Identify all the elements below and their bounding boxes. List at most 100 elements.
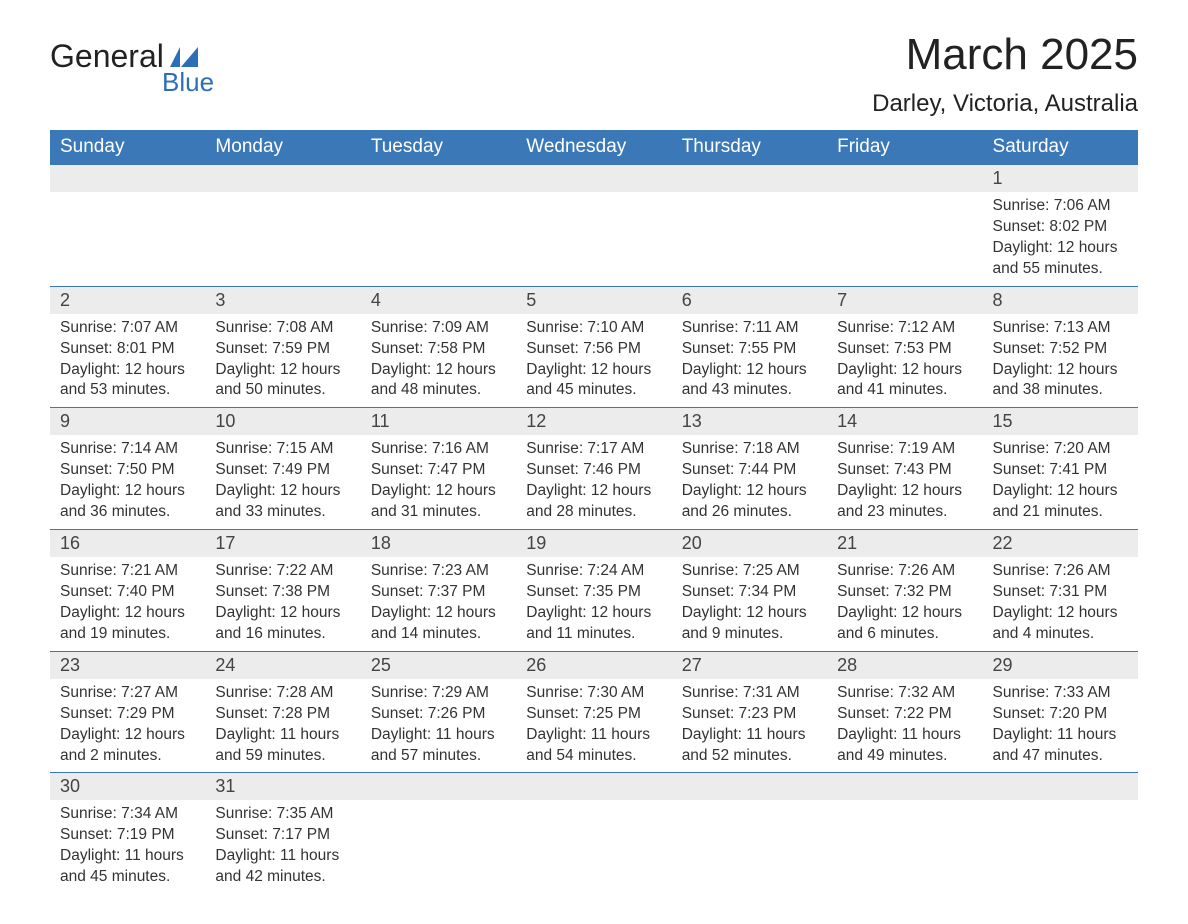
daylight-text: Daylight: 12 hours <box>993 238 1128 259</box>
sunrise-text: Sunrise: 7:30 AM <box>526 683 661 704</box>
day-number-cell: 23 <box>50 651 205 679</box>
calendar-body: 1Sunrise: 7:06 AMSunset: 8:02 PMDaylight… <box>50 165 1138 895</box>
sunset-text: Sunset: 7:55 PM <box>682 339 817 360</box>
day-detail-cell: Sunrise: 7:26 AMSunset: 7:31 PMDaylight:… <box>983 557 1138 651</box>
day-detail-cell: Sunrise: 7:22 AMSunset: 7:38 PMDaylight:… <box>205 557 360 651</box>
daylight-text: Daylight: 12 hours <box>526 360 661 381</box>
day-number-cell <box>361 165 516 193</box>
day-number-cell: 31 <box>205 773 360 801</box>
daylight-text: and 52 minutes. <box>682 746 817 767</box>
daylight-text: and 16 minutes. <box>215 624 350 645</box>
day-number-cell <box>516 165 671 193</box>
daylight-text: Daylight: 12 hours <box>993 603 1128 624</box>
sunset-text: Sunset: 7:29 PM <box>60 704 195 725</box>
daylight-text: Daylight: 12 hours <box>60 725 195 746</box>
day-detail-cell: Sunrise: 7:18 AMSunset: 7:44 PMDaylight:… <box>672 435 827 529</box>
day-detail-cell: Sunrise: 7:34 AMSunset: 7:19 PMDaylight:… <box>50 800 205 894</box>
day-detail-cell <box>205 192 360 286</box>
sunrise-text: Sunrise: 7:29 AM <box>371 683 506 704</box>
sunrise-text: Sunrise: 7:14 AM <box>60 439 195 460</box>
day-number-cell: 29 <box>983 651 1138 679</box>
day-detail-cell: Sunrise: 7:33 AMSunset: 7:20 PMDaylight:… <box>983 679 1138 773</box>
sunset-text: Sunset: 7:50 PM <box>60 460 195 481</box>
daylight-text: Daylight: 12 hours <box>993 481 1128 502</box>
daylight-text: and 14 minutes. <box>371 624 506 645</box>
daylight-text: Daylight: 12 hours <box>682 481 817 502</box>
day-detail-cell: Sunrise: 7:10 AMSunset: 7:56 PMDaylight:… <box>516 314 671 408</box>
sunset-text: Sunset: 7:37 PM <box>371 582 506 603</box>
day-detail-cell: Sunrise: 7:08 AMSunset: 7:59 PMDaylight:… <box>205 314 360 408</box>
day-detail-cell: Sunrise: 7:12 AMSunset: 7:53 PMDaylight:… <box>827 314 982 408</box>
day-number-cell <box>50 165 205 193</box>
detail-row: Sunrise: 7:06 AMSunset: 8:02 PMDaylight:… <box>50 192 1138 286</box>
daylight-text: Daylight: 11 hours <box>215 725 350 746</box>
daylight-text: and 47 minutes. <box>993 746 1128 767</box>
logo: General Blue <box>50 30 214 98</box>
daylight-text: Daylight: 12 hours <box>215 481 350 502</box>
daylight-text: and 55 minutes. <box>993 259 1128 280</box>
day-number-cell: 15 <box>983 408 1138 436</box>
sunrise-text: Sunrise: 7:25 AM <box>682 561 817 582</box>
daylight-text: Daylight: 12 hours <box>526 481 661 502</box>
logo-text-1: General <box>50 38 164 75</box>
daylight-text: Daylight: 12 hours <box>60 603 195 624</box>
day-number-cell: 19 <box>516 530 671 558</box>
daylight-text: and 38 minutes. <box>993 380 1128 401</box>
daylight-text: Daylight: 11 hours <box>371 725 506 746</box>
header: General Blue March 2025 Darley, Victoria… <box>50 30 1138 118</box>
day-detail-cell: Sunrise: 7:35 AMSunset: 7:17 PMDaylight:… <box>205 800 360 894</box>
sunset-text: Sunset: 7:52 PM <box>993 339 1128 360</box>
sunrise-text: Sunrise: 7:32 AM <box>837 683 972 704</box>
day-detail-cell: Sunrise: 7:13 AMSunset: 7:52 PMDaylight:… <box>983 314 1138 408</box>
daylight-text: and 9 minutes. <box>682 624 817 645</box>
day-number-cell: 21 <box>827 530 982 558</box>
daylight-text: and 4 minutes. <box>993 624 1128 645</box>
detail-row: Sunrise: 7:14 AMSunset: 7:50 PM Daylight:… <box>50 435 1138 529</box>
daylight-text: and 45 minutes. <box>526 380 661 401</box>
day-detail-cell: Sunrise: 7:23 AMSunset: 7:37 PMDaylight:… <box>361 557 516 651</box>
daynum-row: 1 <box>50 165 1138 193</box>
day-number-cell: 28 <box>827 651 982 679</box>
sunset-text: Sunset: 7:47 PM <box>371 460 506 481</box>
day-detail-cell: Sunrise: 7:06 AMSunset: 8:02 PMDaylight:… <box>983 192 1138 286</box>
daylight-text: Daylight: 12 hours <box>993 360 1128 381</box>
day-detail-cell: Sunrise: 7:07 AMSunset: 8:01 PMDaylight:… <box>50 314 205 408</box>
day-detail-cell: Sunrise: 7:14 AMSunset: 7:50 PMDaylight:… <box>50 435 205 529</box>
day-detail-cell: Sunrise: 7:29 AMSunset: 7:26 PMDaylight:… <box>361 679 516 773</box>
day-detail-cell <box>50 192 205 286</box>
day-header: Friday <box>827 130 982 165</box>
sunrise-text: Sunrise: 7:31 AM <box>682 683 817 704</box>
sunset-text: Sunset: 7:20 PM <box>993 704 1128 725</box>
daylight-text: and 57 minutes. <box>371 746 506 767</box>
day-number-cell: 18 <box>361 530 516 558</box>
sunrise-text: Sunrise: 7:27 AM <box>60 683 195 704</box>
daylight-text: Daylight: 11 hours <box>526 725 661 746</box>
day-number-cell <box>983 773 1138 801</box>
logo-text-2: Blue <box>162 67 214 98</box>
sunset-text: Sunset: 7:17 PM <box>215 825 350 846</box>
sunset-text: Sunset: 7:56 PM <box>526 339 661 360</box>
daylight-text: Daylight: 12 hours <box>215 603 350 624</box>
day-detail-cell <box>361 192 516 286</box>
day-number-cell: 30 <box>50 773 205 801</box>
day-number-cell: 27 <box>672 651 827 679</box>
day-number-cell: 12 <box>516 408 671 436</box>
day-number-cell: 22 <box>983 530 1138 558</box>
sunrise-text: Sunrise: 7:10 AM <box>526 318 661 339</box>
day-detail-cell: Sunrise: 7:25 AMSunset: 7:34 PMDaylight:… <box>672 557 827 651</box>
sunrise-text: Sunrise: 7:33 AM <box>993 683 1128 704</box>
day-detail-cell: Sunrise: 7:16 AMSunset: 7:47 PMDaylight:… <box>361 435 516 529</box>
sunset-text: Sunset: 7:43 PM <box>837 460 972 481</box>
sunrise-text: Sunrise: 7:18 AM <box>682 439 817 460</box>
day-number-cell: 6 <box>672 286 827 314</box>
sunrise-text: Sunrise: 7:23 AM <box>371 561 506 582</box>
sunset-text: Sunset: 7:46 PM <box>526 460 661 481</box>
day-number-cell: 24 <box>205 651 360 679</box>
day-detail-cell: Sunrise: 7:26 AMSunset: 7:32 PMDaylight:… <box>827 557 982 651</box>
day-detail-cell: Sunrise: 7:28 AMSunset: 7:28 PMDaylight:… <box>205 679 360 773</box>
day-detail-cell: Sunrise: 7:31 AMSunset: 7:23 PMDaylight:… <box>672 679 827 773</box>
daylight-text: Daylight: 12 hours <box>837 360 972 381</box>
daylight-text: and 11 minutes. <box>526 624 661 645</box>
sunrise-text: Sunrise: 7:12 AM <box>837 318 972 339</box>
sunrise-text: Sunrise: 7:26 AM <box>837 561 972 582</box>
